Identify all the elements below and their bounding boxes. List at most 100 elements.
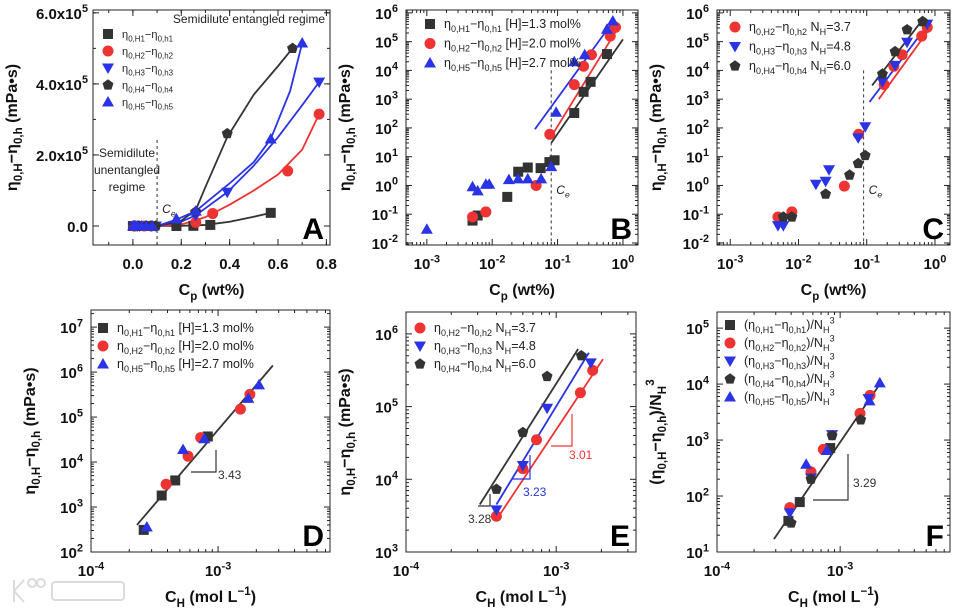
legend-label: η_{0,H1}−η_{0,h1} [H]=1.3 mol%	[444, 17, 581, 34]
pentagon-marker	[221, 127, 233, 139]
x-tick-label: 0.8	[316, 256, 337, 273]
unentangled-regime-label: regime	[109, 180, 146, 194]
square-marker	[502, 191, 513, 202]
pentagon-marker	[785, 517, 797, 528]
pentagon-marker	[889, 45, 901, 57]
legend-marker	[102, 96, 114, 107]
triangle-up-marker	[568, 55, 581, 67]
series-2	[490, 358, 597, 516]
circle-marker	[467, 211, 479, 223]
legend-label: η_{0,H3}−η_{0,h3} N_{H}=4.8	[749, 40, 851, 57]
triangle-down-marker	[889, 60, 902, 72]
y-axis-title: η_{0,H}−η_{0,h} (mPa•s)	[22, 367, 43, 494]
x-tick-label: 10^{-3}​	[414, 253, 441, 273]
series-3	[420, 15, 619, 234]
legend-label: η_{0,H5}−η_{0,h5} [H]=2.7 mol%	[117, 357, 254, 374]
y-tick-label: 10^{-2}​	[372, 233, 399, 253]
x-tick-label: 10^{-4}​	[393, 560, 420, 580]
legend-marker	[424, 57, 436, 68]
legend-label: (η_{0,H2}−η_{0,h2})/N_{H}^{3}​	[744, 333, 836, 352]
legend: η_{0,H1}−η_{0,h1}​ η_{0,H2}−η_{0,h2}​ η_{0…	[102, 29, 174, 111]
triangle-up-marker	[170, 212, 183, 224]
triangle-up-marker	[600, 23, 613, 34]
x-tick-label: 10^{-3}​	[717, 253, 744, 273]
slope-label: 3.01	[569, 448, 593, 462]
ce-label: C_{e}​	[869, 183, 884, 200]
legend-marker	[103, 29, 113, 39]
y-axis-title: η_{0,H}−η_{0,h} (mPa•s)	[4, 64, 25, 191]
legend-label: (η_{0,H4}−η_{0,h4})/N_{H}^{3}​	[744, 369, 836, 388]
triangle-up-marker	[471, 184, 484, 196]
legend: (η_{0,H1}−η_{0,h1})/N_{H}^{3}​(η_{0,H2}−…	[724, 315, 836, 407]
y-tick-label: 10^{5}​	[375, 397, 399, 417]
x-tick-label: 10^{-1}​	[544, 253, 571, 273]
watermark-glyph	[36, 578, 46, 588]
legend-marker	[102, 63, 114, 74]
triangle-up-marker	[800, 458, 813, 469]
triangle-down-marker	[876, 77, 889, 88]
legend: η_{0,H2}−η_{0,h2} N_{H}=3.7η_{0,H3}−η_{0…	[414, 321, 536, 374]
triangle-up-marker	[502, 173, 515, 185]
axes	[716, 9, 951, 246]
x-axis-title: C_{H} (mol L^{−1})	[475, 586, 566, 608]
y-tick-label: 0.0	[67, 219, 88, 236]
circle-marker	[531, 434, 543, 446]
legend-label: (η_{0,H1}−η_{0,h1})/N_{H}^{3}​	[744, 315, 836, 334]
entangled-regime-label: Semidilute entangled regime	[173, 12, 325, 26]
pentagon-marker	[852, 157, 864, 169]
unentangled-regime-label: Semidilute	[99, 146, 155, 160]
series-1	[138, 431, 213, 535]
y-axis-title: η_{0,H}−η_{0,h} (mPa•s)	[337, 64, 358, 191]
ce-label: C_{e}​	[556, 183, 571, 200]
y-tick-label: 10^{-2}​	[683, 233, 710, 253]
plot-frame	[405, 311, 637, 553]
triangle-down-marker	[901, 37, 914, 49]
circle-marker	[480, 206, 492, 218]
pentagon-marker	[844, 169, 856, 180]
legend-label: η_{0,H3}−η_{0,h3} N_{H}=4.8	[434, 339, 536, 356]
triangle-down-marker	[819, 176, 832, 188]
y-tick-label: 10^{5}​	[686, 318, 710, 338]
circle-marker	[160, 478, 172, 490]
legend-label: η_{0,H4}−η_{0,h4} N_{H}=6.0	[434, 357, 536, 374]
x-tick-label: 0.2	[171, 256, 192, 273]
triangle-up-marker	[146, 219, 159, 231]
square-marker	[202, 431, 213, 442]
legend-marker	[724, 373, 736, 384]
fit-line	[550, 29, 618, 138]
y-tick-label: 10^{5}​	[686, 32, 710, 52]
square-marker	[601, 49, 612, 60]
series-4	[785, 414, 867, 528]
legend-marker	[724, 391, 736, 402]
square-marker	[156, 490, 167, 501]
y-tick-label: 10^{1}​	[375, 147, 399, 167]
plot-frame	[716, 311, 951, 553]
axes	[92, 9, 331, 246]
y-axis-title: (η_{0,H}−η_{0,h})/N_{H}^{3}​	[645, 378, 669, 484]
triangle-up-marker	[521, 172, 534, 184]
pentagon-marker	[575, 350, 587, 361]
series-3	[128, 77, 326, 232]
triangle-up-marker	[296, 37, 309, 48]
slope-triangle	[191, 450, 217, 473]
watermark-glyph	[13, 579, 25, 603]
panel-A: 0.0 0.2 0.4 0.6 0.8 0.0 2.0x10^{5}​ 4.0x10^{5}​…	[4, 3, 337, 303]
pentagon-marker	[917, 15, 929, 27]
square-marker	[513, 166, 524, 177]
watermark-glyph	[27, 578, 37, 588]
panel-letter: B	[610, 213, 632, 246]
square-marker	[535, 163, 546, 174]
triangle-up-marker	[512, 172, 525, 184]
panel-E: 10^{-4}​ 10^{-3}​ 10^{3}​ 10^{4}​ 10^{5}​ 10^…	[337, 311, 637, 608]
circle-marker	[544, 128, 556, 140]
square-marker	[569, 108, 580, 119]
x-tick-label: 10^{-4}​	[704, 560, 731, 580]
legend-marker	[424, 38, 436, 49]
triangle-down-marker	[777, 221, 790, 232]
fit-line	[497, 358, 604, 518]
panel-letter: C	[922, 213, 944, 246]
panel-C: 10^{-3}​ 10^{-2}​ 10^{-1}​ 10^{0}​ 10^{-2}​ 1…	[648, 3, 951, 303]
y-tick-label: 10^{3}​	[60, 497, 84, 517]
circle-marker	[916, 30, 928, 42]
